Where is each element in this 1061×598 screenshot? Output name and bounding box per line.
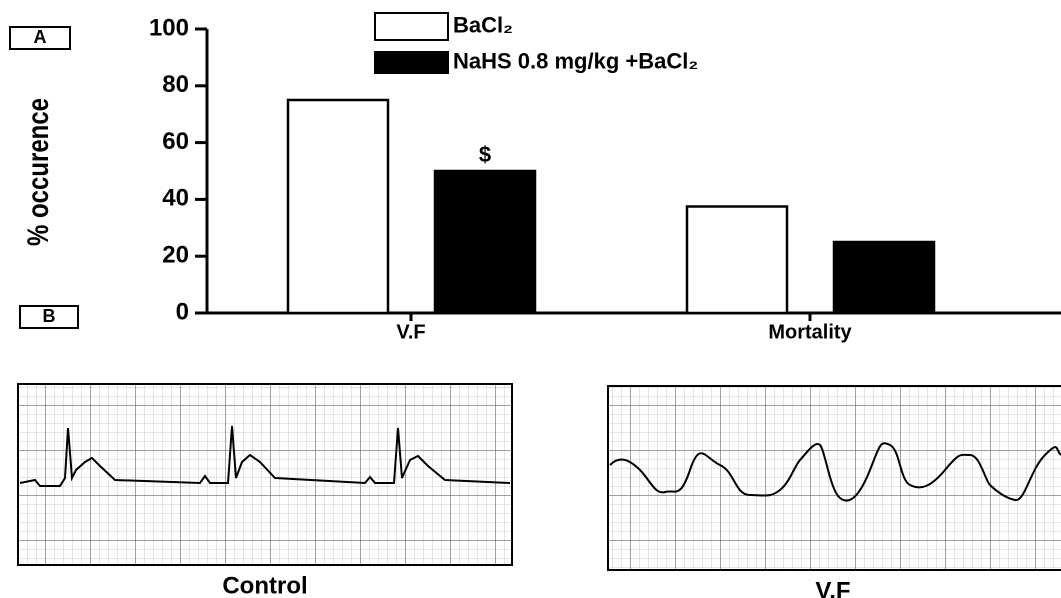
- page: {"chart_data": {"type": "bar", "ylabel":…: [0, 0, 1061, 598]
- y-tick-label: 20: [162, 242, 189, 269]
- legend-swatch: [375, 13, 448, 40]
- x-tick-label: V.F: [396, 321, 425, 343]
- y-tick-label: 100: [149, 14, 189, 41]
- figure: A B % occurence Control V.F 0 20 40 60 80 100…: [0, 0, 1061, 598]
- panel-label: A: [34, 27, 47, 47]
- y-axis-title: % occurence: [20, 98, 54, 246]
- ecg-vf: V.F: [608, 386, 1061, 598]
- ecg-grid: [608, 386, 1061, 570]
- legend-label: NaHS 0.8 mg/kg +BaCl₂: [453, 48, 698, 73]
- y-tick-label: 80: [162, 71, 189, 98]
- y-tick-label: 40: [162, 185, 189, 212]
- ecg-label: V.F: [815, 577, 850, 598]
- ecg-control: Control: [18, 384, 512, 598]
- bar: [834, 242, 934, 313]
- panel-label: B: [43, 306, 56, 326]
- y-tick-label: 60: [162, 128, 189, 155]
- legend-swatch: [375, 52, 448, 73]
- bar: [288, 100, 388, 313]
- bar: [687, 207, 787, 314]
- x-tick-label: Mortality: [768, 321, 852, 343]
- legend-label: BaCl₂: [453, 12, 513, 37]
- y-tick-label: 0: [176, 298, 189, 325]
- ecg-label: Control: [222, 572, 307, 598]
- annotation: $: [479, 142, 491, 167]
- bar: [435, 171, 535, 313]
